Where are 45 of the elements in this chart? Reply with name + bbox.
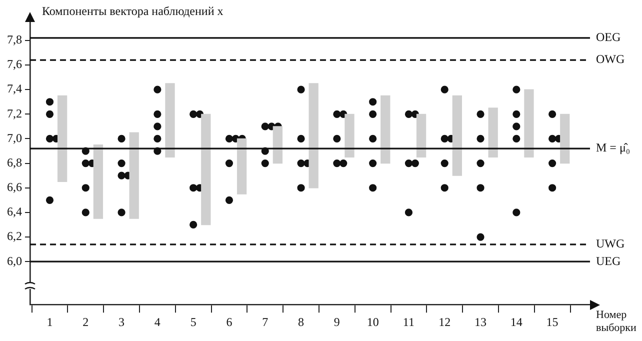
ref-line-label: M = μ̂₀ xyxy=(596,140,630,155)
y-tick-label: 6,4 xyxy=(7,204,22,219)
x-tick-label: 15 xyxy=(546,314,558,329)
bar xyxy=(93,144,104,219)
bar xyxy=(165,83,175,158)
y-tick-label: 6,2 xyxy=(7,229,22,244)
y-tick-label: 6,6 xyxy=(7,180,22,194)
x-tick-label: 1 xyxy=(46,314,53,329)
y-tick-label: 7,4 xyxy=(7,82,22,96)
bar xyxy=(308,83,318,188)
y-tick-label: 6,0 xyxy=(7,254,22,268)
bar xyxy=(524,89,534,158)
y-tick-label: 7,0 xyxy=(7,130,22,145)
ref-line-label: UWG xyxy=(596,236,625,251)
bar xyxy=(380,95,390,164)
x-tick-label: 2 xyxy=(82,314,89,329)
bar xyxy=(129,132,139,219)
x-tick-label: 12 xyxy=(438,314,451,329)
y-tick-label: 7,2 xyxy=(7,106,22,120)
x-tick-label: 13 xyxy=(474,314,487,329)
x-tick-label: 5 xyxy=(190,314,196,329)
x-tick-label: 14 xyxy=(510,314,522,329)
x-axis-title: Номер выборки xyxy=(596,308,637,334)
bar xyxy=(201,114,211,226)
bar xyxy=(488,108,498,158)
ref-line-label: OWG xyxy=(596,52,625,66)
ref-line-label: UEG xyxy=(596,254,621,268)
y-axis-title: Компоненты вектора наблюдений x xyxy=(42,4,224,18)
x-tick-label: 10 xyxy=(366,314,379,329)
bar xyxy=(57,95,68,182)
x-tick-label: 6 xyxy=(226,314,232,329)
bar xyxy=(560,114,570,164)
bar xyxy=(416,114,426,158)
x-tick-label: 4 xyxy=(154,314,160,329)
y-tick-label: 6,8 xyxy=(7,155,22,170)
x-tick-label: 9 xyxy=(334,314,340,329)
y-tick-label: 7,6 xyxy=(7,57,22,72)
bar xyxy=(344,114,354,158)
x-tick-label: 3 xyxy=(118,314,125,329)
x-tick-label: 7 xyxy=(262,314,268,329)
x-tick-label: 8 xyxy=(298,314,304,329)
y-tick-label: 7,8 xyxy=(7,32,22,47)
bar xyxy=(452,95,462,176)
ref-line-label: OEG xyxy=(596,30,621,44)
x-tick-label: 11 xyxy=(402,314,414,329)
